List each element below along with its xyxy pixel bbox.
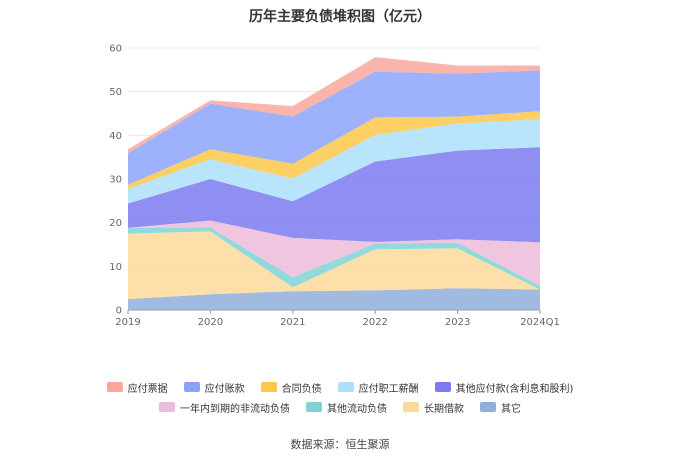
legend-label: 一年内到期的非流动负债	[180, 403, 290, 415]
x-tick-label: 2020	[198, 317, 223, 328]
legend-item-notes-payable[interactable]: 应付票据	[106, 380, 168, 395]
legend-label: 应付职工薪酬	[358, 383, 419, 395]
legend-item-long-term-loans[interactable]: 长期借款	[403, 400, 464, 415]
data-source: 数据来源：恒生聚源	[290, 438, 390, 451]
legend-row-1: 应付票据 应付账款 合同负债 应付职工薪酬 其他应付款(含利息和股利)	[0, 377, 680, 397]
area-series	[128, 288, 540, 310]
x-tick-label: 2022	[362, 317, 387, 328]
legend-item-other-current[interactable]: 其他流动负债	[306, 400, 387, 415]
x-tick-label: 2024Q1	[520, 317, 560, 328]
y-tick-label: 0	[116, 306, 122, 317]
legend-item-employee-pay[interactable]: 应付职工薪酬	[337, 380, 419, 395]
legend-label: 合同负债	[281, 383, 322, 395]
legend-swatch	[183, 382, 200, 392]
y-tick-label: 50	[109, 87, 122, 98]
legend-label: 其他应付款(含利息和股利)	[455, 383, 574, 395]
legend-item-contract-liabilities[interactable]: 合同负债	[260, 380, 322, 395]
chart-title: 历年主要负债堆积图（亿元）	[249, 9, 431, 25]
area-series	[128, 70, 540, 185]
legend: 应付票据 应付账款 合同负债 应付职工薪酬 其他应付款(含利息和股利) 一年内到…	[0, 377, 680, 417]
legend-item-accounts-payable[interactable]: 应付账款	[183, 380, 245, 395]
x-tick-label: 2021	[280, 317, 305, 328]
legend-item-other-payables[interactable]: 其他应付款(含利息和股利)	[434, 380, 574, 395]
legend-item-current-noncurrent[interactable]: 一年内到期的非流动负债	[159, 400, 290, 415]
legend-label: 应付账款	[204, 383, 245, 395]
y-tick-label: 60	[109, 44, 122, 55]
area-series	[128, 119, 540, 204]
stacked-area-chart: 0 10 20 30 40 50 60 2019 2020 2021 2022 2023 2024Q1	[109, 44, 560, 329]
y-tick-label: 10	[109, 262, 122, 273]
y-tick-label: 30	[109, 175, 122, 186]
legend-label: 长期借款	[424, 403, 464, 415]
area-series	[128, 111, 540, 189]
legend-swatch	[480, 402, 496, 412]
legend-swatch	[403, 402, 419, 412]
legend-row-2: 一年内到期的非流动负债 其他流动负债 长期借款 其它	[0, 397, 680, 417]
area-series	[128, 227, 540, 290]
area-series	[128, 231, 540, 300]
area-series	[128, 147, 540, 243]
area-series	[128, 57, 540, 154]
legend-swatch	[260, 382, 277, 392]
legend-swatch	[337, 382, 354, 392]
area-series	[128, 220, 540, 286]
legend-item-other[interactable]: 其它	[480, 400, 521, 415]
legend-swatch	[434, 382, 451, 392]
legend-label: 其它	[501, 403, 521, 415]
legend-swatch	[159, 402, 175, 412]
x-tick-label: 2019	[115, 317, 140, 328]
x-tick-label: 2023	[445, 317, 470, 328]
legend-label: 其他流动负债	[327, 403, 387, 415]
y-tick-label: 20	[109, 218, 122, 229]
y-tick-label: 40	[109, 131, 122, 142]
legend-swatch	[106, 382, 123, 392]
legend-label: 应付票据	[127, 383, 168, 395]
legend-swatch	[306, 402, 322, 412]
